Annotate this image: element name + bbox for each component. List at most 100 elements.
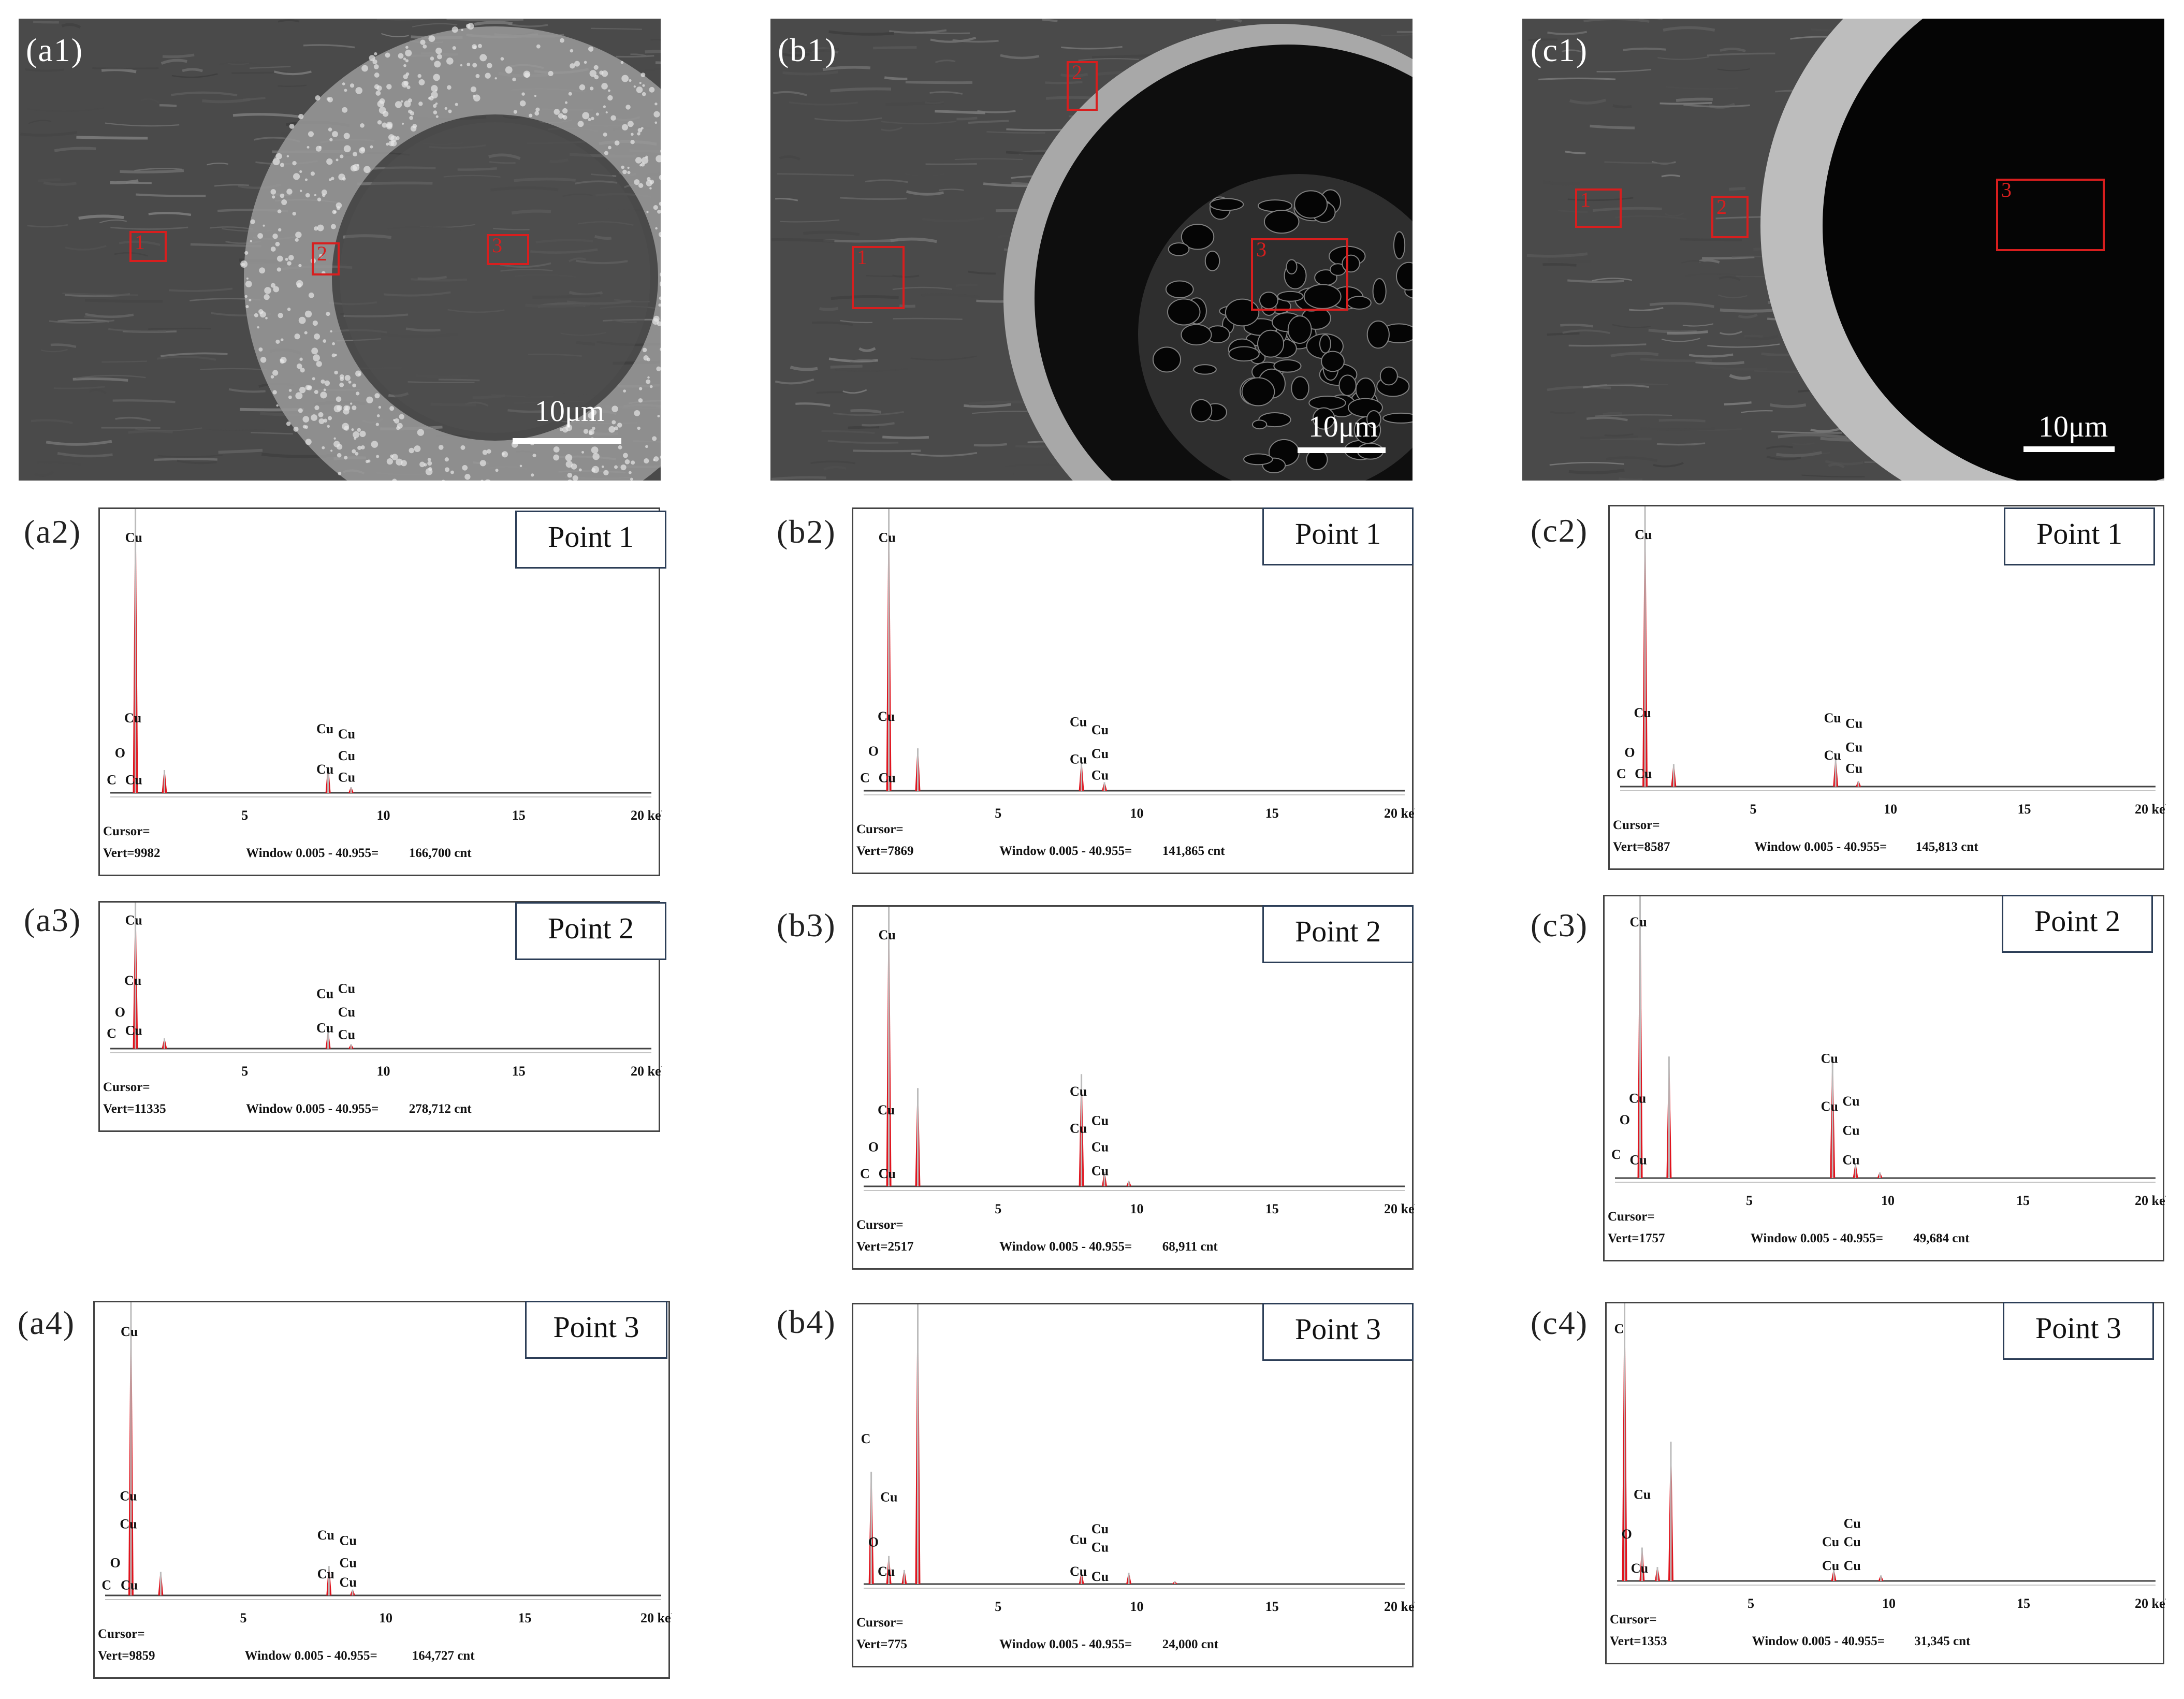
window-label: Window 0.005 - 40.955= <box>245 1649 377 1663</box>
cursor-label: Cursor= <box>103 1080 150 1094</box>
total-count-label: 166,700 cnt <box>409 846 472 860</box>
element-label: Cu <box>340 1556 357 1571</box>
point-tag: Point 3 <box>2003 1302 2154 1360</box>
scalebar-label-b1: 10μm <box>1308 410 1378 443</box>
x-tick-label: 10 <box>1881 1193 1895 1208</box>
vert-label: Vert=1757 <box>1608 1231 1665 1245</box>
x-tick-label: 20 keV <box>2135 1193 2166 1208</box>
sem-image-b1 <box>770 19 1413 481</box>
element-label: Cu <box>1824 748 1841 763</box>
roi-label: 1 <box>857 245 867 269</box>
element-label: Cu <box>316 721 333 736</box>
element-label: Cu <box>879 927 896 942</box>
element-label: Cu <box>125 1023 142 1038</box>
element-label: Cu <box>1845 739 1862 754</box>
x-tick-label: 10 <box>1884 802 1897 817</box>
roi-label: 3 <box>2001 178 2012 201</box>
element-label: Cu <box>125 912 142 927</box>
element-label: Cu <box>1070 714 1087 729</box>
element-label: Cu <box>1845 716 1862 731</box>
element-label: Cu <box>1070 1564 1087 1579</box>
x-tick-label: 15 <box>1265 1201 1279 1216</box>
point-tag: Point 1 <box>2004 507 2155 565</box>
cursor-label: Cursor= <box>856 1616 904 1630</box>
element-label: C <box>860 1166 870 1181</box>
cursor-label: Cursor= <box>856 822 904 836</box>
x-tick-label: 10 <box>1130 806 1144 821</box>
element-label: Cu <box>1845 761 1862 776</box>
total-count-label: 278,712 cnt <box>409 1102 472 1116</box>
element-label: Cu <box>1091 746 1109 761</box>
cursor-label: Cursor= <box>103 824 150 838</box>
x-tick-label: 5 <box>995 1201 1001 1216</box>
vert-label: Vert=9982 <box>103 846 161 860</box>
point-tag: Point 3 <box>525 1301 667 1359</box>
scalebar-label-a1: 10μm <box>534 394 605 428</box>
element-label: O <box>1624 745 1635 760</box>
panel-label: (c3) <box>1531 907 1589 943</box>
element-label: Cu <box>1630 914 1647 930</box>
element-label: C <box>861 1431 871 1446</box>
window-label: Window 0.005 - 40.955= <box>1751 1231 1883 1245</box>
total-count-label: 164,727 cnt <box>412 1649 475 1663</box>
panel-label: (a2) <box>24 513 82 550</box>
roi-label: 2 <box>317 242 327 265</box>
element-label: Cu <box>1070 1532 1087 1547</box>
vert-label: Vert=7869 <box>856 844 914 858</box>
x-tick-label: 15 <box>518 1610 532 1625</box>
eds-spectrum-panel: 5 10 15 20 keV C Cu O Cu Cu Cu Cu Cu Cu Cursor= Vert=1… <box>1605 1302 2166 1664</box>
element-label: O <box>1620 1112 1630 1127</box>
element-label: Cu <box>1844 1516 1861 1531</box>
roi-label: 3 <box>492 234 502 257</box>
element-label: O <box>1622 1527 1632 1542</box>
cursor-label: Cursor= <box>1610 1613 1657 1627</box>
element-label: Cu <box>1630 1152 1647 1167</box>
cursor-label: Cursor= <box>1608 1210 1655 1224</box>
roi-label: 2 <box>1716 195 1727 219</box>
x-tick-label: 20 keV <box>1384 1201 1415 1216</box>
element-label: Cu <box>1091 1164 1109 1179</box>
point-tag: Point 2 <box>2002 895 2153 953</box>
element-label: Cu <box>121 1578 138 1593</box>
x-tick-label: 10 <box>377 1064 390 1079</box>
x-tick-label: 5 <box>995 1599 1001 1614</box>
panel-label: (c4) <box>1531 1304 1589 1341</box>
element-label: Cu <box>1635 527 1652 542</box>
eds-spectrum-panel: 5 10 15 20 keV C Cu O Cu Cu Cu Cu Cu Cu Cursor= Vert=7… <box>852 1303 1415 1667</box>
x-tick-label: 15 <box>1265 806 1279 821</box>
element-label: Cu <box>120 1516 137 1531</box>
point-tag: Point 1 <box>1262 507 1414 565</box>
element-label: C <box>107 1026 117 1041</box>
element-label: O <box>868 1534 879 1549</box>
panel-label: (b2) <box>777 513 836 550</box>
cursor-label: Cursor= <box>856 1218 904 1232</box>
element-label: Cu <box>120 1488 137 1503</box>
element-label: C <box>1617 766 1626 781</box>
roi-c1-1: 1 <box>1575 188 1622 228</box>
element-label: Cu <box>1631 1561 1648 1576</box>
x-tick-label: 5 <box>1748 1596 1754 1611</box>
roi-b1-3: 3 <box>1251 238 1348 311</box>
element-label: C <box>101 1578 111 1593</box>
element-label: O <box>110 1556 121 1571</box>
element-label: O <box>115 1005 125 1020</box>
roi-b1-2: 2 <box>1067 61 1098 111</box>
x-tick-label: 10 <box>1882 1596 1896 1611</box>
element-label: C <box>1614 1322 1624 1337</box>
sem-micrograph <box>770 19 1413 481</box>
element-label: Cu <box>316 986 333 1001</box>
element-label: Cu <box>1635 766 1652 781</box>
roi-c1-2: 2 <box>1711 196 1749 238</box>
roi-b1-1: 1 <box>852 246 905 309</box>
element-label: Cu <box>338 1005 355 1020</box>
element-label: Cu <box>121 1324 138 1339</box>
element-label: Cu <box>1842 1152 1859 1167</box>
x-tick-label: 20 keV <box>631 808 662 823</box>
window-label: Window 0.005 - 40.955= <box>246 1102 378 1116</box>
roi-a1-3: 3 <box>487 234 529 265</box>
element-label: Cu <box>1091 1540 1109 1555</box>
